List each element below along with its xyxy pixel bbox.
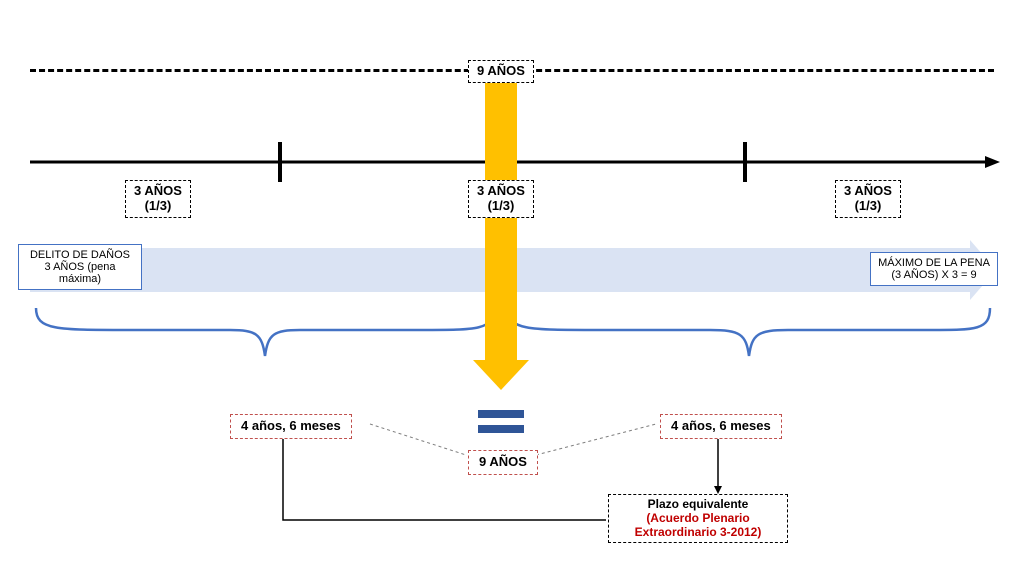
plazo-l2: (Acuerdo Plenario: [646, 511, 749, 525]
segment-3-line1: 3 AÑOS: [844, 183, 892, 198]
top-total-label: 9 AÑOS: [477, 63, 525, 78]
top-total-box: 9 AÑOS: [468, 60, 534, 83]
segment-2-line2: (1/3): [488, 198, 515, 213]
bottom-total-label: 9 AÑOS: [479, 454, 527, 469]
half-left-label: 4 años, 6 meses: [241, 418, 341, 433]
left-blue-box: DELITO DE DAÑOS 3 AÑOS (pena máxima): [18, 244, 142, 290]
yellow-arrow-head: [473, 360, 529, 390]
segment-label-1: 3 AÑOS (1/3): [125, 180, 191, 218]
segment-1-line1: 3 AÑOS: [134, 183, 182, 198]
segment-label-3: 3 AÑOS (1/3): [835, 180, 901, 218]
segment-1-line2: (1/3): [145, 198, 172, 213]
half-box-right: 4 años, 6 meses: [660, 414, 782, 439]
left-blue-l1: DELITO DE DAÑOS: [30, 249, 130, 261]
segment-2-line1: 3 AÑOS: [477, 183, 525, 198]
left-blue-l3: máxima): [59, 273, 101, 285]
plazo-l3: Extraordinario 3-2012): [635, 525, 762, 539]
left-blue-l2: 3 AÑOS (pena: [45, 261, 116, 273]
right-blue-box: MÁXIMO DE LA PENA (3 AÑOS) X 3 = 9: [870, 252, 998, 286]
bottom-total-box: 9 AÑOS: [468, 450, 538, 475]
plazo-equivalente-box: Plazo equivalente (Acuerdo Plenario Extr…: [608, 494, 788, 543]
half-right-label: 4 años, 6 meses: [671, 418, 771, 433]
right-blue-l2: (3 AÑOS) X 3 = 9: [891, 269, 976, 281]
segment-label-2: 3 AÑOS (1/3): [468, 180, 534, 218]
right-blue-l1: MÁXIMO DE LA PENA: [878, 257, 990, 269]
segment-3-line2: (1/3): [855, 198, 882, 213]
diagram-canvas: 9 AÑOS 3 AÑOS (1/3) 3 AÑOS (1/3) 3 AÑOS …: [0, 0, 1024, 576]
plazo-l1: Plazo equivalente: [648, 497, 749, 511]
equals-bar-2: [478, 425, 524, 433]
equals-bar-1: [478, 410, 524, 418]
yellow-arrow-shaft: [485, 78, 517, 364]
half-box-left: 4 años, 6 meses: [230, 414, 352, 439]
